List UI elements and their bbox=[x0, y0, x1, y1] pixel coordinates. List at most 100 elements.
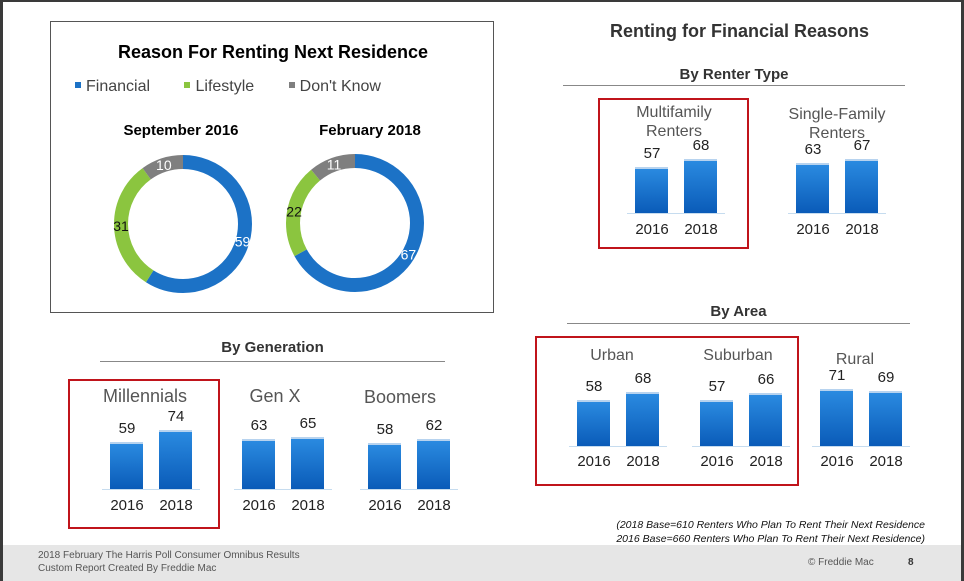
right-panel-title: Renting for Financial Reasons bbox=[610, 21, 870, 41]
bar-rural-2018 bbox=[869, 390, 902, 446]
category-label-gen-x-2016: 2016 bbox=[242, 497, 276, 514]
donut-sep2016-label-financial: 59 bbox=[235, 233, 251, 249]
donut-sep2016-label-don-t-know: 10 bbox=[156, 157, 172, 173]
bar-multifamily-renters-2016 bbox=[635, 167, 668, 213]
bar-single-family-renters-2016 bbox=[796, 162, 829, 213]
donut-sep2016-slice-lifestyle bbox=[114, 155, 252, 293]
value-label-gen-x-2016: 63 bbox=[250, 416, 268, 434]
bar-single-family-renters-2018 bbox=[845, 159, 878, 213]
category-label-suburban-2016: 2016 bbox=[700, 453, 734, 470]
legend-label-lifestyle: Lifestyle bbox=[195, 78, 255, 95]
value-label-suburban-2018: 66 bbox=[757, 371, 775, 389]
slide-left-edge bbox=[0, 0, 3, 581]
generation-rule bbox=[100, 361, 445, 362]
legend-swatch-financial bbox=[75, 82, 81, 88]
bar-multifamily-renters-2018 bbox=[684, 158, 717, 213]
bar-gen-x-2016 bbox=[242, 438, 275, 489]
slide-right-edge bbox=[961, 0, 964, 581]
value-label-suburban-2016: 57 bbox=[708, 378, 726, 396]
bar-suburban-2016 bbox=[700, 400, 733, 446]
value-label-urban-2016: 58 bbox=[585, 377, 603, 395]
donut-legend: Financial Lifestyle Don't Know bbox=[75, 78, 411, 96]
donut-feb2018-slice-lifestyle bbox=[286, 154, 424, 292]
category-label-single-family-renters-2018: 2018 bbox=[845, 221, 879, 238]
area-title: By Area bbox=[710, 303, 767, 320]
value-label-millennials-2018: 74 bbox=[167, 407, 185, 425]
legend-item-financial: Financial bbox=[75, 78, 150, 96]
bar-urban-2016 bbox=[577, 399, 610, 446]
value-label-rural-2016: 71 bbox=[828, 367, 846, 385]
bar-gen-x-2018 bbox=[291, 437, 324, 489]
base-note: (2018 Base=610 Renters Who Plan To Rent … bbox=[540, 518, 925, 546]
group-label-urban: Urban bbox=[590, 347, 634, 364]
baseline-boomers bbox=[360, 489, 458, 490]
baseline-suburban bbox=[692, 446, 790, 447]
footer-source: 2018 February The Harris Poll Consumer O… bbox=[38, 549, 300, 575]
group-label-single-family-line1: Single-Family bbox=[788, 106, 886, 123]
baseline-rural bbox=[812, 446, 910, 447]
donut-sep2016-slice-don-t-know bbox=[114, 155, 252, 293]
renter-type-rule bbox=[563, 85, 905, 86]
group-label-millennials: Millennials bbox=[102, 386, 188, 406]
bar-boomers-2016 bbox=[368, 442, 401, 489]
donut-panel-title: Reason For Renting Next Residence bbox=[117, 42, 429, 62]
donut-sep2016-label-lifestyle: 31 bbox=[113, 218, 129, 234]
baseline-gen-x bbox=[234, 489, 332, 490]
baseline-millennials bbox=[102, 489, 200, 490]
group-label-multifamily-line2: Renters bbox=[645, 123, 703, 140]
bar-boomers-2018 bbox=[417, 439, 450, 489]
group-label-gen-x: Gen X bbox=[249, 386, 301, 406]
baseline-single-family-renters bbox=[788, 213, 886, 214]
slide-top-edge bbox=[0, 0, 964, 2]
base-note-line1: (2018 Base=610 Renters Who Plan To Rent … bbox=[616, 519, 925, 531]
category-label-gen-x-2018: 2018 bbox=[291, 497, 325, 514]
category-label-rural-2016: 2016 bbox=[820, 453, 854, 470]
donut-title-sep2016: September 2016 bbox=[123, 122, 239, 139]
group-label-rural: Rural bbox=[835, 351, 875, 368]
value-label-millennials-2016: 59 bbox=[118, 419, 136, 437]
footer-bar: 2018 February The Harris Poll Consumer O… bbox=[3, 545, 961, 581]
legend-item-lifestyle: Lifestyle bbox=[184, 78, 254, 96]
highlight-millennials bbox=[68, 379, 220, 529]
value-label-single-family-renters-2016: 63 bbox=[804, 140, 822, 158]
bar-rural-2016 bbox=[820, 389, 853, 446]
value-label-single-family-renters-2018: 67 bbox=[853, 137, 871, 155]
value-label-gen-x-2018: 65 bbox=[299, 415, 317, 432]
legend-label-financial: Financial bbox=[86, 78, 151, 95]
value-label-boomers-2016: 58 bbox=[376, 420, 394, 438]
donut-title-feb2018: February 2018 bbox=[319, 122, 421, 139]
value-label-multifamily-renters-2018: 68 bbox=[692, 136, 710, 154]
donut-feb2018-slice-don-t-know bbox=[286, 154, 424, 292]
category-label-boomers-2016: 2016 bbox=[368, 497, 402, 514]
footer-source-line1: 2018 February The Harris Poll Consumer O… bbox=[38, 550, 300, 561]
category-label-rural-2018: 2018 bbox=[869, 453, 903, 470]
footer-source-line2: Custom Report Created By Freddie Mac bbox=[38, 563, 217, 574]
category-label-boomers-2018: 2018 bbox=[417, 497, 451, 514]
category-label-multifamily-renters-2016: 2016 bbox=[635, 221, 669, 238]
highlight-multifamily bbox=[598, 98, 749, 249]
category-label-single-family-renters-2016: 2016 bbox=[796, 221, 830, 238]
value-label-urban-2018: 68 bbox=[634, 369, 652, 387]
generation-title: By Generation bbox=[221, 339, 324, 356]
base-note-line2: 2016 Base=660 Renters Who Plan To Rent T… bbox=[616, 533, 925, 545]
legend-swatch-dont-know bbox=[288, 82, 295, 88]
group-label-suburban: Suburban bbox=[703, 347, 773, 364]
legend-swatch-lifestyle bbox=[184, 82, 191, 88]
group-label-single-family: Single-Family Renters bbox=[762, 105, 912, 143]
group-label-multifamily: Multifamily Renters bbox=[599, 103, 749, 141]
renter-type-title: By Renter Type bbox=[679, 66, 789, 83]
donut-feb2018-label-lifestyle: 22 bbox=[286, 203, 302, 219]
value-label-boomers-2018: 62 bbox=[425, 417, 443, 435]
value-label-rural-2018: 69 bbox=[877, 368, 895, 386]
group-label-multifamily-line1: Multifamily bbox=[636, 104, 712, 121]
legend-item-dont-know: Don't Know bbox=[288, 78, 381, 96]
donut-feb2018-label-don-t-know: 11 bbox=[327, 157, 342, 173]
baseline-multifamily-renters bbox=[627, 213, 725, 214]
baseline-urban bbox=[569, 446, 667, 447]
donut-panel: Reason For Renting Next Residence Financ… bbox=[50, 21, 494, 313]
page-number: 8 bbox=[908, 557, 914, 568]
highlight-urban-suburban bbox=[535, 336, 799, 486]
value-label-multifamily-renters-2016: 57 bbox=[643, 145, 661, 163]
footer-brand: © Freddie Mac bbox=[808, 557, 874, 568]
legend-label-dont-know: Don't Know bbox=[299, 78, 381, 95]
